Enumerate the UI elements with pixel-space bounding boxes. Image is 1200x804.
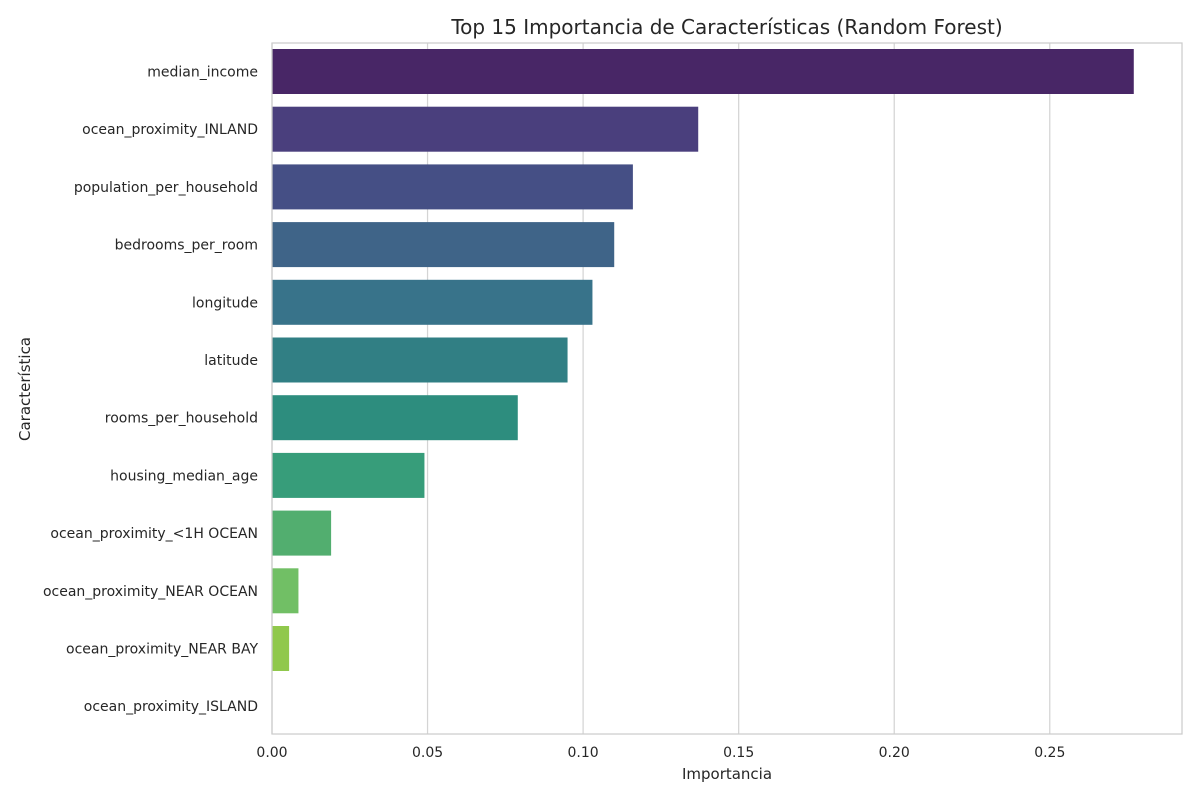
- bar: [272, 568, 298, 613]
- category-label: ocean_proximity_NEAR OCEAN: [43, 584, 258, 600]
- x-axis-label: Importancia: [682, 765, 772, 783]
- chart-title: Top 15 Importancia de Características (R…: [450, 15, 1002, 39]
- category-label: ocean_proximity_NEAR BAY: [66, 642, 258, 658]
- category-label: ocean_proximity_INLAND: [82, 122, 258, 138]
- x-tick-label: 0.15: [723, 745, 754, 761]
- bar: [272, 107, 698, 152]
- x-tick-label: 0.20: [879, 745, 910, 761]
- bar: [272, 453, 424, 498]
- category-label: ocean_proximity_<1H OCEAN: [50, 526, 258, 542]
- category-label: latitude: [204, 353, 258, 369]
- bars-layer: [272, 49, 1134, 729]
- x-tick-label: 0.10: [568, 745, 599, 761]
- bar: [272, 626, 289, 671]
- bar: [272, 280, 592, 325]
- category-label: longitude: [192, 295, 258, 311]
- x-ticks: 0.00 0.05 0.10 0.15 0.20 0.25: [256, 745, 1065, 761]
- bar: [272, 222, 614, 267]
- category-label: rooms_per_household: [105, 411, 258, 427]
- category-label: bedrooms_per_room: [115, 238, 258, 254]
- x-tick-label: 0.00: [256, 745, 287, 761]
- category-label: housing_median_age: [110, 468, 258, 484]
- bar: [272, 49, 1134, 94]
- x-tick-label: 0.05: [412, 745, 443, 761]
- y-axis-label: Característica: [16, 337, 34, 441]
- bar: [272, 511, 331, 556]
- x-tick-label: 0.25: [1034, 745, 1065, 761]
- bar: [272, 395, 518, 440]
- category-label: median_income: [147, 65, 258, 81]
- category-labels: median_income ocean_proximity_INLANDpopul…: [43, 65, 258, 716]
- bar: [272, 338, 568, 383]
- category-label: ocean_proximity_ISLAND: [84, 699, 258, 715]
- category-label: population_per_household: [74, 180, 258, 196]
- bar: [272, 164, 633, 209]
